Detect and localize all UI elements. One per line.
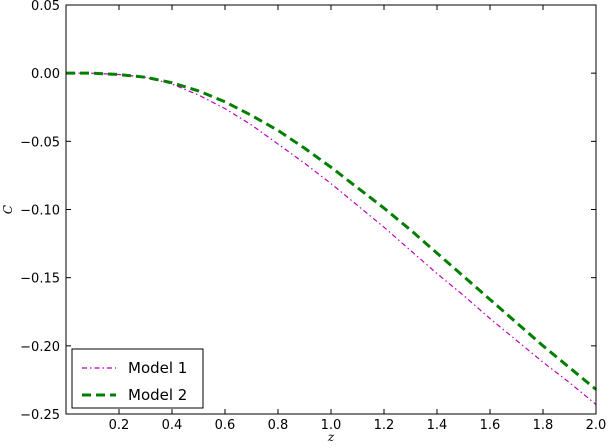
- legend-box: [71, 348, 204, 409]
- series-line-model-2: [66, 71, 597, 391]
- y-tick-label: −0.15: [20, 272, 60, 287]
- y-tick-label: −0.05: [20, 135, 60, 150]
- x-tick-label: 1.6: [480, 418, 501, 433]
- y-tick-label: −0.25: [20, 408, 60, 423]
- tick-layer: 0.2 0.4 0.6 0.8 1.0 1.2 1.4 1.6 1.8 2.0 0.05 0.00 −0…: [20, 0, 606, 433]
- legend-label-model-2: Model 2: [128, 386, 187, 404]
- x-tick-label: 1.4: [427, 418, 448, 433]
- x-tick-label: 0.8: [268, 418, 289, 433]
- x-axis-label: z: [327, 430, 335, 443]
- x-tick-label: 1.8: [533, 418, 554, 433]
- legend-label-model-1: Model 1: [128, 359, 187, 377]
- x-tick-label: 0.4: [162, 418, 183, 433]
- legend: Model 1 Model 2: [71, 348, 204, 409]
- x-tick-label: 1.0: [321, 418, 342, 433]
- x-tick-label: 2.0: [586, 418, 607, 433]
- y-tick-label: −0.10: [20, 204, 60, 219]
- y-tick-label: 0.00: [31, 67, 60, 82]
- x-tick-label: 0.6: [215, 418, 236, 433]
- series-layer: [66, 71, 597, 405]
- y-tick-label: 0.05: [31, 0, 60, 14]
- x-tick-label: 0.2: [109, 418, 130, 433]
- x-tick-label: 1.2: [374, 418, 395, 433]
- y-tick-label: −0.20: [20, 340, 60, 355]
- y-axis-label: C: [1, 205, 15, 214]
- plot-frame: [65, 4, 597, 415]
